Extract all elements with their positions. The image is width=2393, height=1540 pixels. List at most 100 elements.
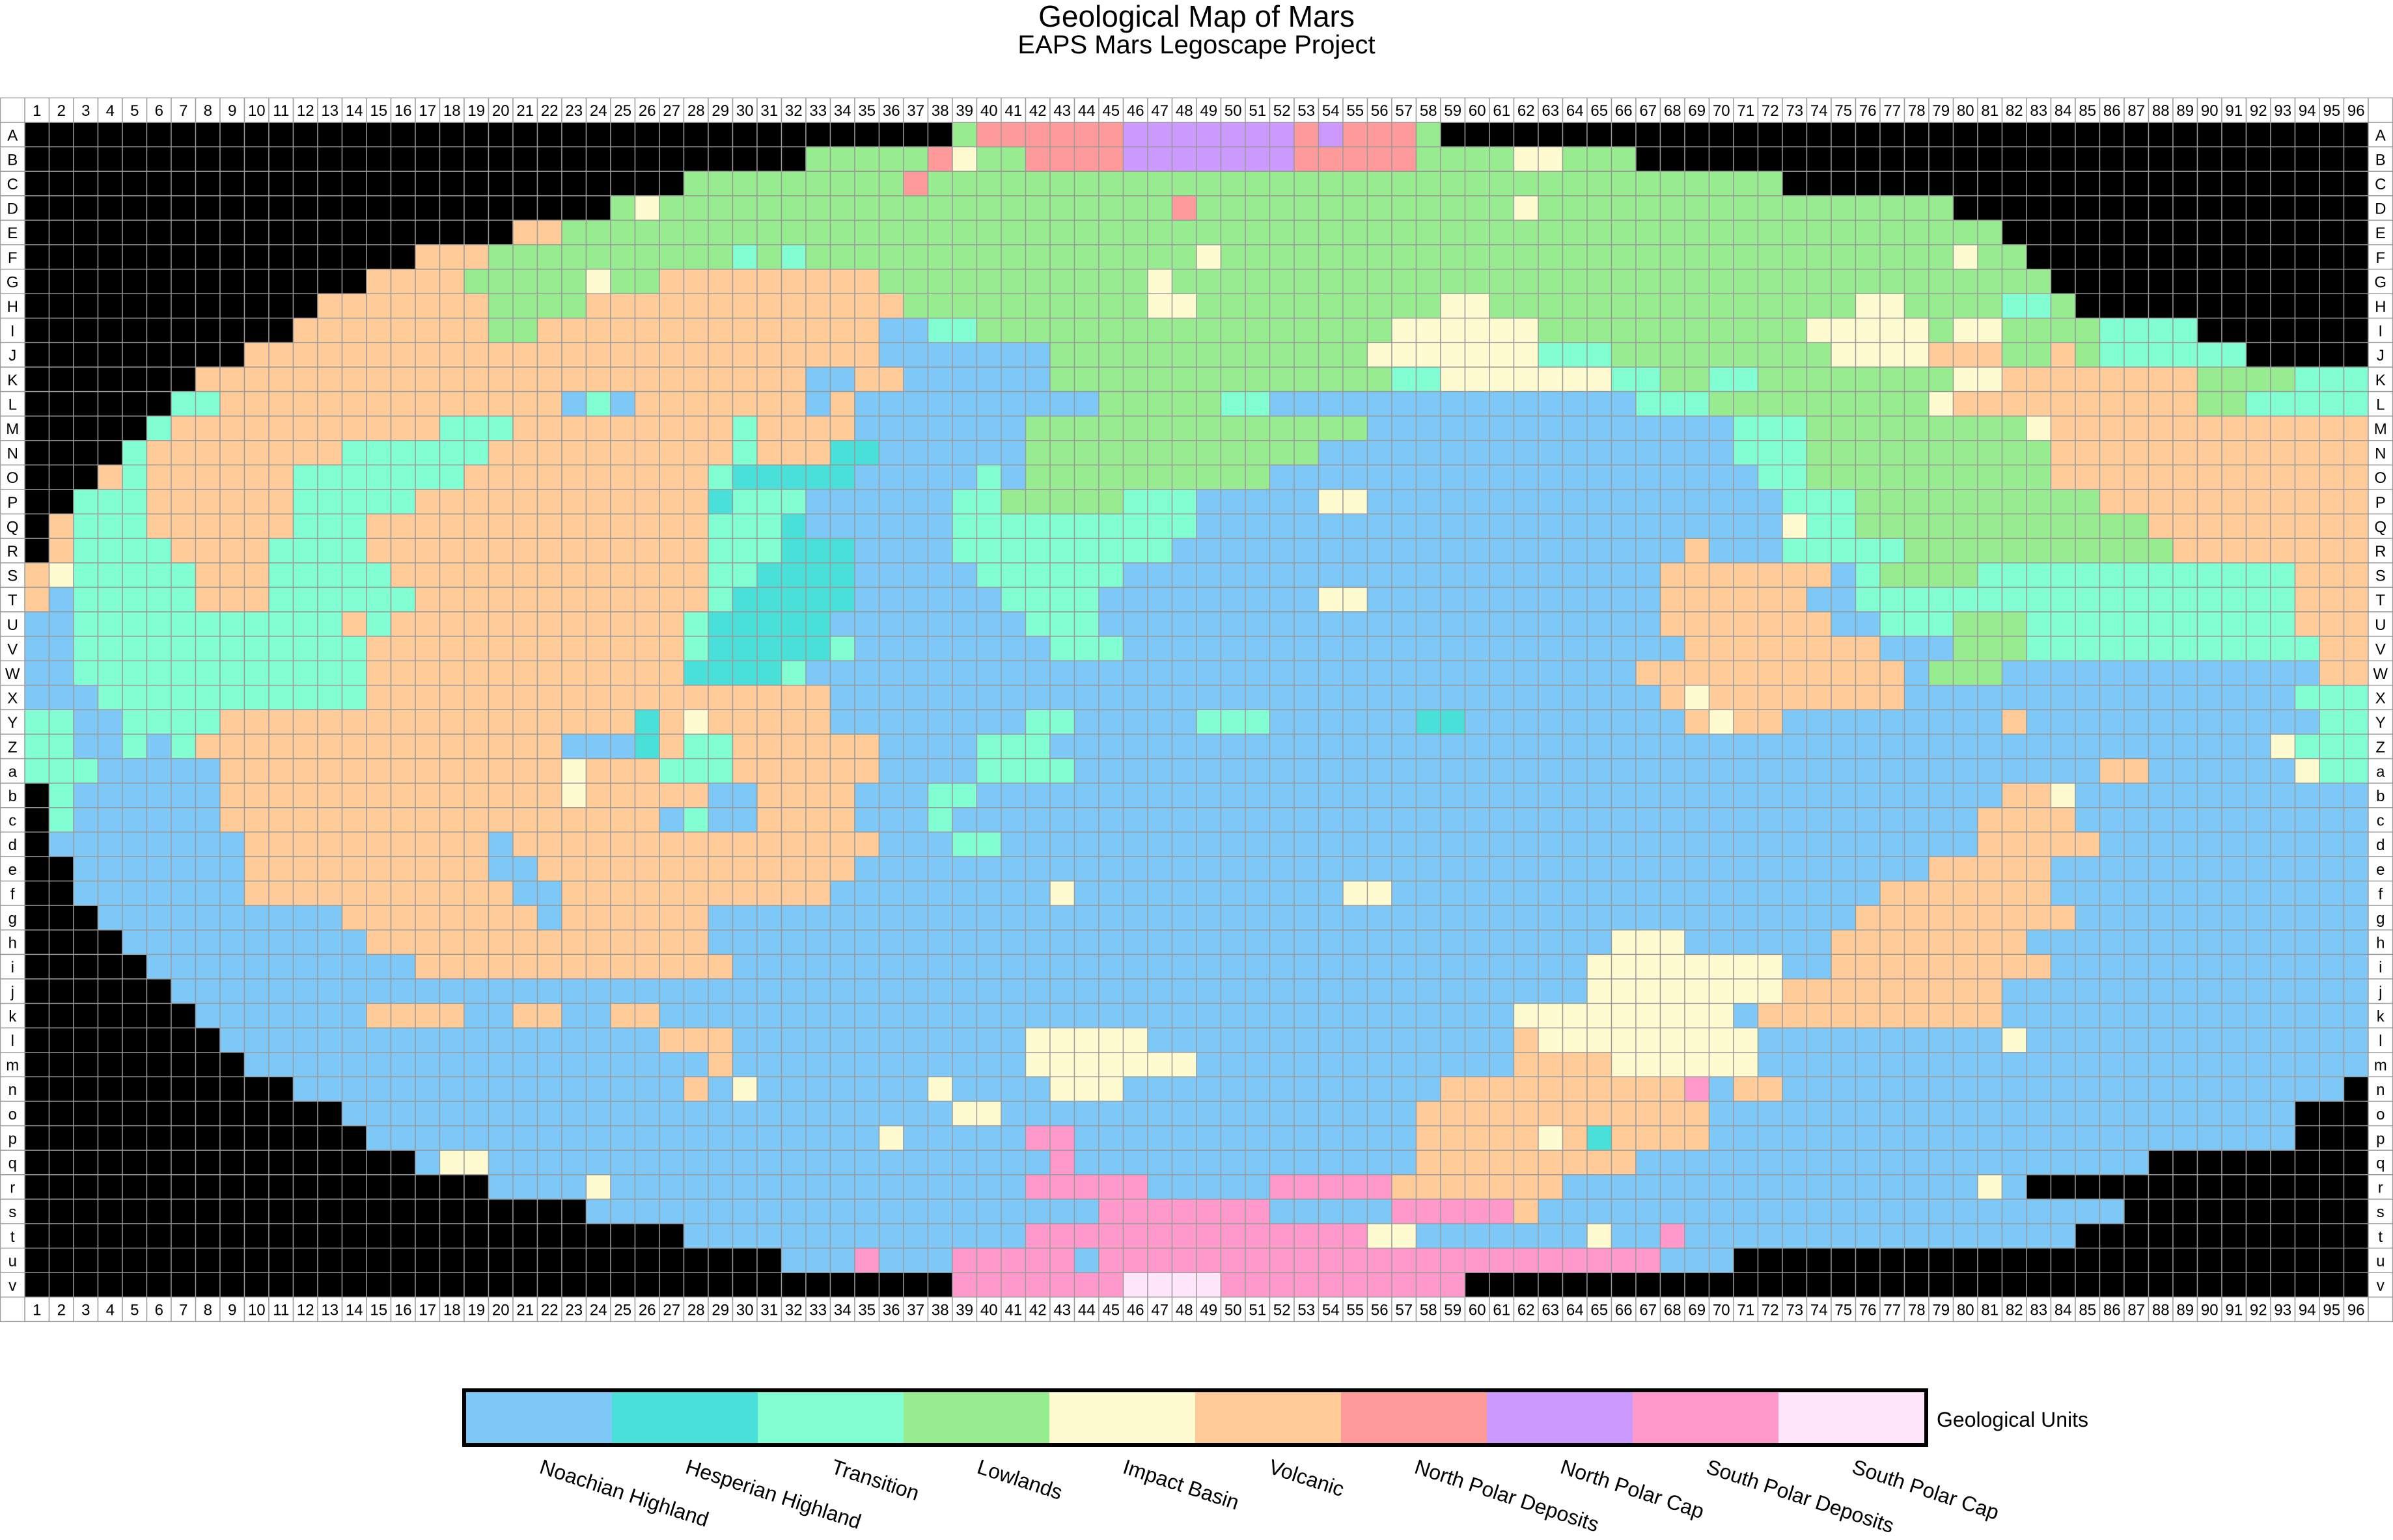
map-cell-u40 <box>976 1247 1002 1273</box>
map-cell-e10 <box>243 856 270 882</box>
map-cell-F16 <box>390 244 416 270</box>
map-cell-A30 <box>732 122 758 148</box>
map-cell-W53 <box>1293 660 1320 686</box>
map-cell-g17 <box>415 905 441 931</box>
column-label-bottom: 20 <box>492 1302 510 1319</box>
map-cell-R12 <box>292 538 318 564</box>
map-cell-f93 <box>2270 880 2296 906</box>
map-cell-R53 <box>1293 538 1320 564</box>
map-cell-g62 <box>1513 905 1539 931</box>
map-cell-t69 <box>1684 1223 1710 1249</box>
map-cell-d66 <box>1611 831 1637 857</box>
map-cell-o21 <box>512 1101 538 1127</box>
map-cell-M5 <box>122 415 148 441</box>
map-cell-B53 <box>1293 146 1320 172</box>
map-cell-A89 <box>2172 122 2198 148</box>
map-cell-U75 <box>1831 611 1857 637</box>
map-cell-G33 <box>805 268 831 294</box>
map-cell-N24 <box>585 440 611 466</box>
map-cell-H28 <box>683 293 709 319</box>
map-cell-e33 <box>805 856 831 882</box>
map-cell-r52 <box>1269 1174 1295 1200</box>
map-cell-c20 <box>488 807 514 833</box>
map-cell-P25 <box>610 489 636 515</box>
map-cell-Z54 <box>1318 734 1344 760</box>
map-cell-j3 <box>73 978 99 1004</box>
map-cell-B91 <box>2221 146 2247 172</box>
map-cell-q67 <box>1635 1149 1661 1176</box>
map-cell-J56 <box>1366 342 1392 368</box>
map-cell-D67 <box>1635 195 1661 221</box>
map-cell-t95 <box>2319 1223 2345 1249</box>
map-cell-W49 <box>1196 660 1222 686</box>
map-cell-X16 <box>390 685 416 711</box>
map-cell-O82 <box>2001 464 2027 490</box>
map-cell-Y16 <box>390 709 416 735</box>
map-cell-v75 <box>1831 1272 1857 1298</box>
map-cell-O66 <box>1611 464 1637 490</box>
map-cell-Y27 <box>659 709 685 735</box>
map-cell-n20 <box>488 1076 514 1102</box>
map-cell-p22 <box>536 1125 562 1151</box>
map-cell-u86 <box>2099 1247 2125 1273</box>
map-cell-H20 <box>488 293 514 319</box>
map-cell-m56 <box>1366 1052 1392 1078</box>
map-cell-I87 <box>2123 318 2150 344</box>
map-cell-c25 <box>610 807 636 833</box>
map-cell-R29 <box>708 538 734 564</box>
map-cell-R35 <box>854 538 880 564</box>
map-cell-B81 <box>1977 146 2003 172</box>
map-cell-n58 <box>1415 1076 1441 1102</box>
map-cell-u89 <box>2172 1247 2198 1273</box>
column-label-bottom: 10 <box>248 1302 266 1319</box>
map-cell-A79 <box>1928 122 1954 148</box>
map-cell-K39 <box>952 366 978 392</box>
map-cell-P46 <box>1122 489 1148 515</box>
map-cell-K26 <box>634 366 660 392</box>
map-cell-R84 <box>2050 538 2076 564</box>
map-cell-T13 <box>317 586 343 612</box>
map-cell-I68 <box>1659 318 1685 344</box>
map-cell-k44 <box>1073 1002 1100 1028</box>
map-cell-T86 <box>2099 586 2125 612</box>
map-cell-R88 <box>2148 538 2174 564</box>
map-cell-L74 <box>1806 391 1832 417</box>
map-cell-n88 <box>2148 1076 2174 1102</box>
map-cell-o81 <box>1977 1101 2003 1127</box>
map-cell-U58 <box>1415 611 1441 637</box>
map-cell-C71 <box>1733 171 1759 197</box>
map-cell-s72 <box>1757 1198 1783 1224</box>
map-cell-Q55 <box>1342 513 1368 539</box>
map-cell-F1 <box>24 244 50 270</box>
map-cell-b26 <box>634 782 660 808</box>
map-cell-t2 <box>48 1223 74 1249</box>
map-cell-B88 <box>2148 146 2174 172</box>
map-cell-X57 <box>1391 685 1417 711</box>
map-cell-h46 <box>1122 929 1148 956</box>
map-cell-P2 <box>48 489 74 515</box>
map-cell-Z70 <box>1708 734 1734 760</box>
map-cell-j93 <box>2270 978 2296 1004</box>
map-cell-c16 <box>390 807 416 833</box>
map-cell-C74 <box>1806 171 1832 197</box>
map-cell-o4 <box>97 1101 123 1127</box>
map-cell-D77 <box>1879 195 1905 221</box>
map-cell-T96 <box>2343 586 2369 612</box>
map-cell-D96 <box>2343 195 2369 221</box>
map-cell-v51 <box>1245 1272 1271 1298</box>
map-cell-T91 <box>2221 586 2247 612</box>
map-cell-M35 <box>854 415 880 441</box>
map-cell-E10 <box>243 219 270 245</box>
map-cell-D72 <box>1757 195 1783 221</box>
map-cell-v32 <box>781 1272 807 1298</box>
map-cell-k86 <box>2099 1002 2125 1028</box>
map-cell-r85 <box>2075 1174 2101 1200</box>
map-cell-q57 <box>1391 1149 1417 1176</box>
map-cell-Q11 <box>268 513 294 539</box>
map-cell-J70 <box>1708 342 1734 368</box>
map-cell-p71 <box>1733 1125 1759 1151</box>
map-cell-U9 <box>219 611 245 637</box>
column-label-top: 61 <box>1493 102 1510 120</box>
map-cell-f88 <box>2148 880 2174 906</box>
map-cell-m66 <box>1611 1052 1637 1078</box>
